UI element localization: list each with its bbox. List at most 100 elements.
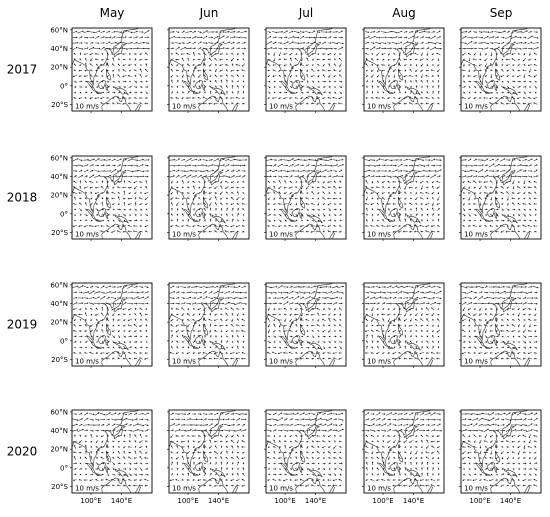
wind-vector-field [266,30,344,105]
reference-vector-box [462,229,488,238]
map-frame [265,27,347,112]
reference-vector-box [73,356,99,365]
lat-tick-label: 0° [60,337,68,345]
lon-tick-label: 140°E [305,497,326,505]
wind-vector-field [72,158,150,233]
wind-map-panel-2020-jun: 10 m/s [167,409,250,495]
lon-tick-label: 140°E [500,497,521,505]
wind-map-panel-2018-jul: 10 m/s [264,155,347,241]
reference-vector-label: 10 m/s [75,231,99,239]
map-frame [363,282,445,367]
reference-vector-label: 10 m/s [464,103,488,111]
reference-vector-label: 10 m/s [269,231,293,239]
lat-tick-label: 20°N [50,192,68,200]
wind-vector-field [461,412,539,487]
wind-vector-field [169,30,248,105]
reference-vector-box [170,356,196,365]
reference-vector-box [462,356,488,365]
lat-tick-label: 0° [60,464,68,472]
reference-vector-label: 10 m/s [464,485,488,493]
reference-vector-label: 10 m/s [172,231,196,239]
wind-vector-field [72,30,150,105]
wind-map-panel-2020-may: 10 m/s [70,409,153,495]
lat-tick-label: 20°N [50,446,68,454]
map-frame [460,27,542,112]
lat-tick-label: 20°N [50,64,68,72]
reference-vector-label: 10 m/s [172,103,196,111]
map-frame [363,155,445,240]
wind-map-panel-2020-jul: 10 m/s [264,409,347,495]
map-frame [168,409,250,494]
month-header-sep: Sep [490,6,513,20]
map-frame [71,282,153,367]
lat-tick-label: 40°N [50,45,68,53]
lat-tick-label: 20°S [51,483,68,491]
lat-tick-label: 60°N [50,281,68,289]
wind-vector-field [169,285,248,360]
reference-vector-box [170,483,196,492]
wind-vector-field [461,285,539,360]
reference-vector-label: 10 m/s [269,358,293,366]
wind-map-panel-2018-may: 10 m/s [70,155,153,241]
wind-map-panel-2019-jul: 10 m/s [264,282,347,368]
map-frame [265,409,347,494]
year-label-2020: 2020 [7,445,38,459]
reference-vector-label: 10 m/s [75,485,99,493]
reference-vector-box [267,483,293,492]
lon-tick-label: 140°E [111,497,132,505]
map-frame [363,409,445,494]
reference-vector-box [267,229,293,238]
wind-vector-field [266,412,344,487]
year-label-2018: 2018 [7,191,38,205]
lon-tick-label: 140°E [403,497,424,505]
lat-tick-label: 40°N [50,300,68,308]
wind-vector-field [169,158,248,233]
wind-map-panel-2018-jun: 10 m/s [167,155,250,241]
month-header-jul: Jul [298,6,313,20]
map-frame [460,282,542,367]
lon-tick-label: 100°E [274,497,295,505]
wind-map-panel-2020-sep: 10 m/s [459,409,542,495]
wind-map-panel-2017-sep: 10 m/s [459,27,542,113]
map-frame [363,27,445,112]
reference-vector-label: 10 m/s [367,358,391,366]
lat-tick-label: 20°S [51,229,68,237]
reference-vector-box [462,483,488,492]
reference-vector-box [365,101,391,110]
reference-vector-box [462,101,488,110]
wind-map-panel-2017-jun: 10 m/s [167,27,250,113]
year-label-2017: 2017 [7,63,38,77]
lat-tick-label: 60°N [50,26,68,34]
map-frame [168,282,250,367]
reference-vector-label: 10 m/s [172,358,196,366]
reference-vector-label: 10 m/s [367,231,391,239]
map-frame [71,409,153,494]
wind-vector-field [72,285,149,360]
wind-map-panel-2017-aug: 10 m/s [362,27,445,113]
lon-tick-label: 140°E [208,497,229,505]
map-frame [460,155,542,240]
year-label-2019: 2019 [7,318,38,332]
lon-tick-label: 100°E [372,497,393,505]
wind-map-panel-2019-jun: 10 m/s [167,282,250,368]
reference-vector-box [365,229,391,238]
reference-vector-box [267,101,293,110]
map-frame [460,409,542,494]
wind-vector-field [364,285,442,360]
month-header-may: May [100,6,125,20]
map-frame [265,282,347,367]
wind-map-panel-2018-sep: 10 m/s [459,155,542,241]
reference-vector-box [267,356,293,365]
wind-map-panel-2019-aug: 10 m/s [362,282,445,368]
reference-vector-box [365,356,391,365]
lat-tick-label: 0° [60,82,68,90]
lat-tick-label: 40°N [50,173,68,181]
reference-vector-box [170,101,196,110]
lon-tick-label: 100°E [469,497,490,505]
lat-tick-label: 60°N [50,408,68,416]
reference-vector-label: 10 m/s [464,231,488,239]
month-header-aug: Aug [392,6,415,20]
reference-vector-label: 10 m/s [269,103,293,111]
lat-tick-label: 20°N [50,319,68,327]
